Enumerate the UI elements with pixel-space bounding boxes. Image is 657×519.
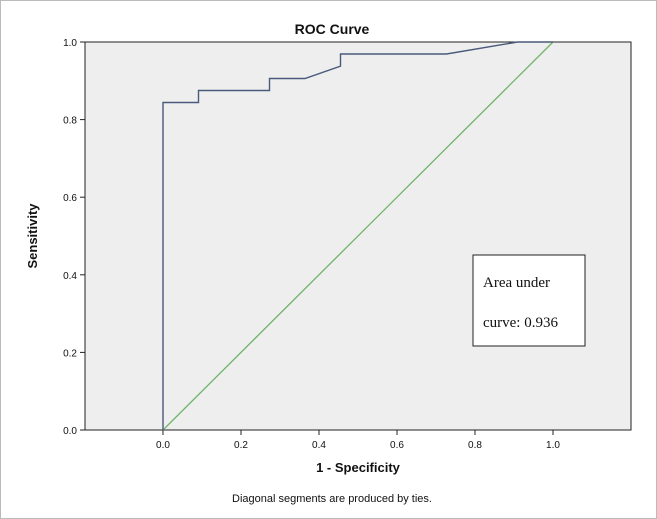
auc-annotation-box	[472, 254, 586, 347]
y-tick-label: 0.2	[63, 348, 77, 359]
y-axis-label: Sensitivity	[25, 203, 40, 269]
x-axis-label: 1 - Specificity	[316, 460, 401, 475]
chart-title: ROC Curve	[295, 21, 370, 37]
x-tick-label: 0.0	[156, 440, 170, 451]
y-tick-label: 0.6	[63, 193, 77, 204]
roc-curve-line	[162, 41, 553, 430]
auc-annotation-line1: Area under	[483, 275, 550, 291]
x-tick-label: 1.0	[546, 440, 560, 451]
y-tick-label: 0.0	[63, 426, 77, 437]
x-tick-label: 0.2	[234, 440, 248, 451]
y-axis: 0.0 0.2 0.4 0.6 0.8 1.0	[63, 38, 85, 437]
y-tick-label: 0.4	[63, 271, 77, 282]
x-tick-label: 0.4	[312, 440, 326, 451]
footnote: Diagonal segments are produced by ties.	[232, 493, 432, 505]
auc-annotation-line2: curve: 0.936	[483, 315, 558, 331]
y-tick-label: 0.8	[63, 116, 77, 127]
auc-annotation: Area under curve: 0.936	[472, 254, 586, 347]
series-layer	[162, 41, 554, 431]
reference-line	[162, 41, 554, 431]
x-tick-label: 0.6	[390, 440, 404, 451]
y-tick-label: 1.0	[63, 38, 77, 49]
x-axis: 0.0 0.2 0.4 0.6 0.8 1.0	[156, 430, 560, 451]
x-tick-label: 0.8	[468, 440, 482, 451]
